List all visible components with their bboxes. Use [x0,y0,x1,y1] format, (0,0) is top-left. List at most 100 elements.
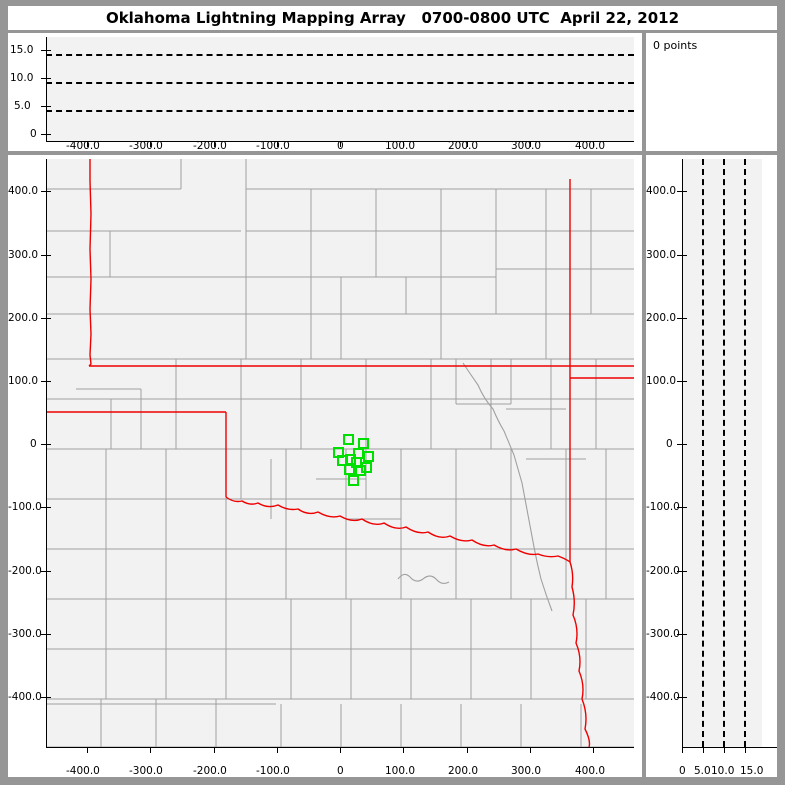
map-ytick-300 [41,255,51,256]
xtick-label-100-top: 100.0 [385,140,416,152]
point-count-panel: 0 points [646,33,777,151]
map-ytick--400 [41,697,51,698]
map-plot-area[interactable] [46,159,634,747]
xtick-label--100-top: -100.0 [256,140,290,152]
map-xtick--100 [277,747,278,753]
map-ytick--300 [41,634,51,635]
altitude-ew-y-axis [46,37,47,141]
xtick-label--400-top: -400.0 [66,140,100,152]
xtick--400 [87,141,88,147]
map-xtick-400 [593,747,594,753]
map-ytick-label--400: -400.0 [8,691,42,703]
map-xtick-label-0: 0 [337,765,344,777]
gridline-x-10 [723,159,725,747]
altns-ytick-300 [677,255,687,256]
map-xtick-0 [340,747,341,753]
title-bar: Oklahoma Lightning Mapping Array 0700-08… [8,6,777,30]
altitude-ns-x-axis [682,747,777,748]
river-boundary [397,362,553,612]
altns-ytick-label--300: -300.0 [646,628,680,640]
altns-xtick-label-15: 15.0 [740,765,764,777]
altns-xtick-label-0: 0 [679,765,686,777]
altns-xtick-label-5: 5.0 [694,765,711,777]
map-panel[interactable]: 400.0 300.0 200.0 100.0 0 -100.0 -200.0 … [8,155,642,777]
xtick-300 [530,141,531,147]
map-ytick-label-100: 100.0 [8,375,39,387]
altitude-east-west-panel: 15.0 10.0 5.0 0 [8,33,642,151]
altns-xtick-label-10: 10.0 [711,765,735,777]
xtick--100 [277,141,278,147]
altns-ytick-100 [677,381,687,382]
altns-ytick-label-300: 300.0 [646,249,677,261]
gridline-y-10 [46,82,634,84]
map-xtick-label-200: 200.0 [448,765,479,777]
map-ytick-400 [41,191,51,192]
ytick-label-10: 10.0 [10,72,34,84]
altns-xtick-5 [703,747,704,753]
altns-xtick-10 [724,747,725,753]
ytick-15 [41,50,51,51]
map-xtick-200 [467,747,468,753]
altns-ytick-label--100: -100.0 [646,501,680,513]
xtick-label-0-top: 0 [337,140,344,152]
xtick-label-300-top: 300.0 [511,140,542,152]
xtick-label--300-top: -300.0 [129,140,163,152]
altns-ytick--100 [677,507,687,508]
map-xtick-100 [403,747,404,753]
map-ytick-label--100: -100.0 [8,501,42,513]
map-xtick-label-400: 400.0 [575,765,606,777]
altns-ytick--400 [677,697,687,698]
altitude-ns-y-axis [682,159,683,747]
map-xtick-label--400: -400.0 [66,765,100,777]
ytick-5 [41,106,51,107]
map-xtick--200 [214,747,215,753]
xtick-100 [403,141,404,147]
map-geography [46,159,634,747]
gridline-y-5 [46,110,634,112]
altns-ytick-label--200: -200.0 [646,565,680,577]
map-ytick--100 [41,507,51,508]
ytick-label-5: 5.0 [14,100,31,112]
map-xtick-label--300: -300.0 [129,765,163,777]
altns-ytick-0 [677,444,687,445]
map-xtick-label-100: 100.0 [385,765,416,777]
map-xtick--400 [87,747,88,753]
ytick-10 [41,78,51,79]
xtick-label-400-top: 400.0 [575,140,606,152]
gridline-x-5 [702,159,704,747]
altns-xtick-0 [682,747,683,753]
altns-ytick-label--400: -400.0 [646,691,680,703]
xtick-0 [340,141,341,147]
altitude-north-south-plot-area [682,159,762,747]
map-xtick-label--200: -200.0 [193,765,227,777]
ytick-0 [41,134,51,135]
altitude-north-south-panel: 400.0 300.0 200.0 100.0 0 -100.0 -200.0 … [646,155,777,777]
altns-ytick-label-0: 0 [666,438,673,450]
map-xtick-300 [530,747,531,753]
xtick-200 [467,141,468,147]
county-boundaries [46,159,634,747]
ytick-label-0: 0 [30,128,37,140]
map-xtick-label--100: -100.0 [256,765,290,777]
map-ytick-label--200: -200.0 [8,565,42,577]
map-ytick-label-200: 200.0 [8,312,39,324]
map-ytick-label--300: -300.0 [8,628,42,640]
xtick--200 [214,141,215,147]
map-ytick-100 [41,381,51,382]
xtick-label-200-top: 200.0 [448,140,479,152]
map-ytick-label-300: 300.0 [8,249,39,261]
point-count-label: 0 points [653,39,698,52]
map-ytick-200 [41,318,51,319]
map-y-axis [46,159,47,747]
altns-ytick-label-100: 100.0 [646,375,677,387]
altns-xtick-15 [745,747,746,753]
map-ytick-0 [41,444,51,445]
altitude-east-west-plot-area [46,37,634,141]
altns-ytick--300 [677,634,687,635]
xtick-label--200-top: -200.0 [193,140,227,152]
altns-ytick--200 [677,571,687,572]
gridline-x-15 [744,159,746,747]
xtick-400 [593,141,594,147]
lightning-source-markers [333,434,374,486]
altns-ytick-label-200: 200.0 [646,312,677,324]
